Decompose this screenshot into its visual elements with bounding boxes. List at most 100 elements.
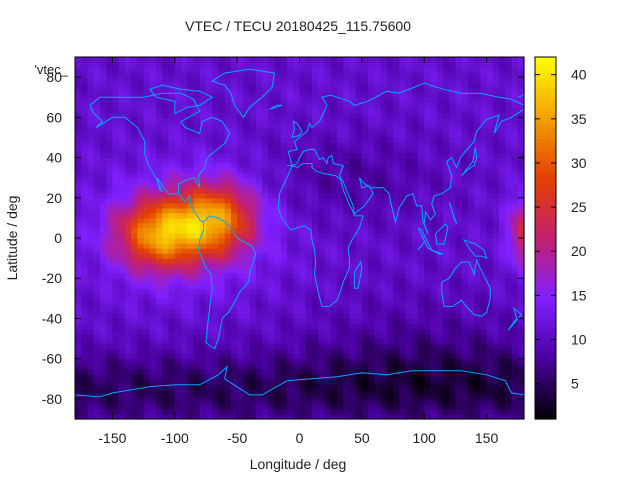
heatmap-cell xyxy=(368,238,375,244)
heatmap-cell xyxy=(280,378,288,385)
heatmap-cell xyxy=(336,147,344,154)
heatmap-cell xyxy=(461,288,469,294)
heatmap-cell xyxy=(149,217,157,224)
heatmap-cell xyxy=(212,258,220,264)
heatmap-cell xyxy=(368,333,375,340)
heatmap-cell xyxy=(230,283,238,289)
heatmap-cell xyxy=(187,102,195,108)
heatmap-cell xyxy=(318,333,326,340)
heatmap-cell xyxy=(174,408,182,415)
heatmap-cell xyxy=(336,217,344,224)
heatmap-cell xyxy=(181,162,188,169)
heatmap-cell xyxy=(311,157,319,164)
heatmap-cell xyxy=(480,398,488,405)
heatmap-cell xyxy=(449,258,457,264)
heatmap-cell xyxy=(386,152,394,159)
heatmap-cell xyxy=(480,77,488,83)
heatmap-cell xyxy=(205,132,213,139)
heatmap-cell xyxy=(411,318,419,325)
heatmap-cell xyxy=(168,62,176,68)
heatmap-cell xyxy=(380,157,388,164)
heatmap-cell xyxy=(455,82,463,88)
heatmap-cell xyxy=(162,368,170,375)
heatmap-cell xyxy=(430,222,438,229)
heatmap-cell xyxy=(293,368,301,375)
heatmap-cell xyxy=(93,363,101,370)
heatmap-cell xyxy=(461,142,469,149)
heatmap-cell xyxy=(486,258,494,264)
heatmap-cell xyxy=(93,273,101,279)
heatmap-cell xyxy=(461,222,469,229)
heatmap-cell xyxy=(162,393,170,400)
heatmap-cell xyxy=(87,157,95,164)
heatmap-cell xyxy=(386,273,394,279)
heatmap-cell xyxy=(237,328,244,335)
heatmap-cell xyxy=(424,147,432,154)
heatmap-cell xyxy=(287,283,294,289)
heatmap-cell xyxy=(106,358,114,365)
heatmap-cell xyxy=(205,57,213,63)
heatmap-cell xyxy=(137,323,145,330)
heatmap-cell xyxy=(174,167,182,174)
heatmap-cell xyxy=(492,212,500,219)
heatmap-cell xyxy=(137,92,145,98)
heatmap-cell xyxy=(249,398,257,405)
heatmap-cell xyxy=(81,403,89,410)
heatmap-cell xyxy=(249,303,257,309)
heatmap-cell xyxy=(75,243,82,249)
heatmap-cell xyxy=(430,152,438,159)
heatmap-cell xyxy=(243,398,251,405)
heatmap-cell xyxy=(492,177,500,184)
heatmap-cell xyxy=(81,187,89,194)
heatmap-cell xyxy=(75,92,82,98)
heatmap-cell xyxy=(486,323,494,330)
heatmap-cell xyxy=(374,72,382,78)
heatmap-cell xyxy=(93,253,101,259)
heatmap-cell xyxy=(280,388,288,395)
heatmap-cell xyxy=(455,122,463,128)
heatmap-cell xyxy=(87,413,95,420)
heatmap-cell xyxy=(393,192,400,199)
heatmap-cell xyxy=(212,192,220,199)
heatmap-cell xyxy=(112,82,120,88)
heatmap-cell xyxy=(199,77,207,83)
heatmap-cell xyxy=(368,77,375,83)
heatmap-cell xyxy=(230,207,238,214)
heatmap-cell xyxy=(112,253,120,259)
heatmap-cell xyxy=(162,157,170,164)
heatmap-cell xyxy=(187,368,195,375)
heatmap-cell xyxy=(181,253,188,259)
heatmap-cell xyxy=(386,182,394,189)
heatmap-cell xyxy=(168,278,176,284)
heatmap-cell xyxy=(474,177,481,184)
heatmap-cell xyxy=(93,283,101,289)
heatmap-cell xyxy=(174,217,182,224)
heatmap-cell xyxy=(118,293,126,299)
heatmap-cell xyxy=(355,353,363,360)
heatmap-cell xyxy=(449,122,457,128)
heatmap-cell xyxy=(311,268,319,274)
heatmap-cell xyxy=(405,238,413,244)
heatmap-cell xyxy=(149,328,157,335)
heatmap-cell xyxy=(486,278,494,284)
heatmap-cell xyxy=(474,298,481,304)
heatmap-cell xyxy=(480,373,488,380)
heatmap-cell xyxy=(137,358,145,365)
heatmap-cell xyxy=(212,157,220,164)
heatmap-cell xyxy=(262,308,269,315)
heatmap-cell xyxy=(243,132,251,139)
heatmap-cell xyxy=(243,77,251,83)
heatmap-cell xyxy=(274,202,282,209)
heatmap-cell xyxy=(467,388,475,395)
heatmap-cell xyxy=(436,207,444,214)
heatmap-cell xyxy=(268,343,276,350)
heatmap-cell xyxy=(131,147,138,154)
heatmap-cell xyxy=(411,112,419,118)
heatmap-cell xyxy=(106,318,114,325)
heatmap-cell xyxy=(305,243,313,249)
heatmap-cell xyxy=(374,162,382,169)
heatmap-cell xyxy=(349,152,357,159)
heatmap-cell xyxy=(124,82,132,88)
heatmap-cell xyxy=(455,167,463,174)
heatmap-cell xyxy=(243,167,251,174)
